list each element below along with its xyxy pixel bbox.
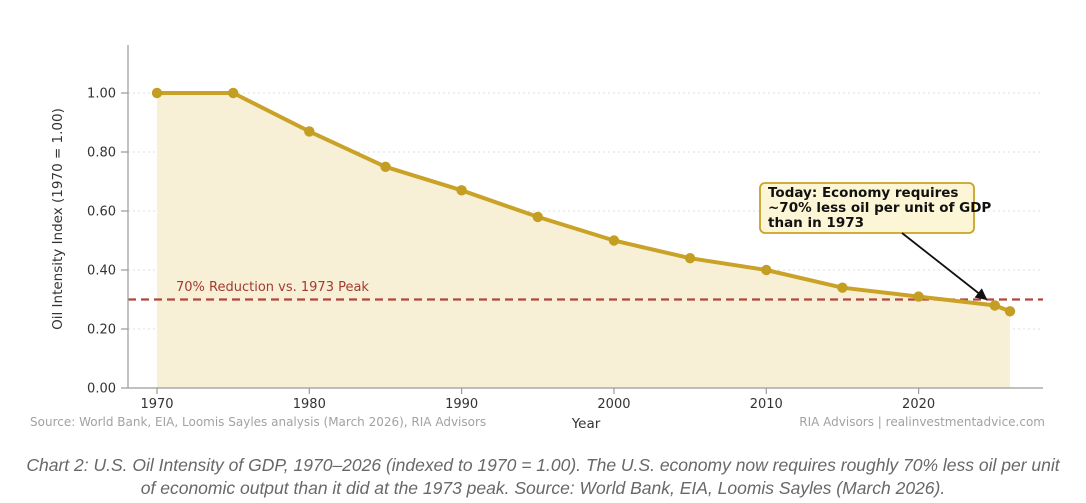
y-tick-label: 0.00 (87, 382, 116, 397)
y-axis-title: Oil Intensity Index (1970 = 1.00) (50, 108, 66, 330)
x-tick-label: 2010 (750, 397, 783, 412)
annotation-callout: Today: Economy requires ~70% less oil pe… (759, 182, 991, 301)
x-axis-title: Year (571, 416, 601, 432)
annotation-box (759, 182, 975, 234)
x-tick-label: 1970 (140, 397, 173, 412)
data-point-marker (228, 87, 239, 99)
source-attribution: Source: World Bank, EIA, Loomis Sayles a… (30, 415, 486, 429)
annotation-line-2: ~70% less oil per unit of GDP (768, 200, 991, 216)
y-tick-label: 0.80 (87, 146, 116, 161)
y-tick-label: 0.20 (87, 323, 116, 338)
plot-area: 0.00 0.20 0.40 0.60 0.80 1.00 1970 1980 1990 2000… (87, 45, 1043, 412)
chart-caption: Chart 2: U.S. Oil Intensity of GDP, 1970… (26, 455, 1060, 498)
annotation-arrow (901, 232, 988, 301)
oil-intensity-chart: 0.00 0.20 0.40 0.60 0.80 1.00 1970 1980 1990 2000… (30, 45, 1045, 432)
annotation-line-1: Today: Economy requires (768, 185, 958, 201)
x-tick-label: 1980 (293, 397, 326, 412)
x-tick-label: 1990 (445, 397, 478, 412)
x-tick-label: 2000 (597, 397, 630, 412)
data-point-marker (380, 161, 391, 172)
data-point-marker (532, 211, 543, 223)
y-tick-label: 0.40 (87, 264, 116, 279)
data-point-marker (761, 264, 772, 276)
data-point-marker (304, 126, 315, 137)
annotation-line-3: than in 1973 (768, 215, 864, 231)
data-point-marker (684, 253, 696, 264)
brand-attribution: RIA Advisors | realinvestmentadvice.com (799, 415, 1045, 429)
data-point-marker (1004, 306, 1016, 317)
data-point-marker (913, 291, 924, 302)
data-point-marker (989, 300, 1000, 311)
data-point-marker (151, 87, 163, 99)
y-tick-label: 1.00 (87, 87, 116, 102)
data-point-marker (608, 235, 620, 246)
y-tick-label: 0.60 (87, 205, 116, 220)
data-point-marker (456, 185, 467, 196)
reference-line-label: 70% Reduction vs. 1973 Peak (176, 280, 369, 295)
data-point-marker (837, 282, 848, 293)
series-area-fill (157, 93, 1010, 388)
x-tick-label: 2020 (902, 397, 935, 412)
